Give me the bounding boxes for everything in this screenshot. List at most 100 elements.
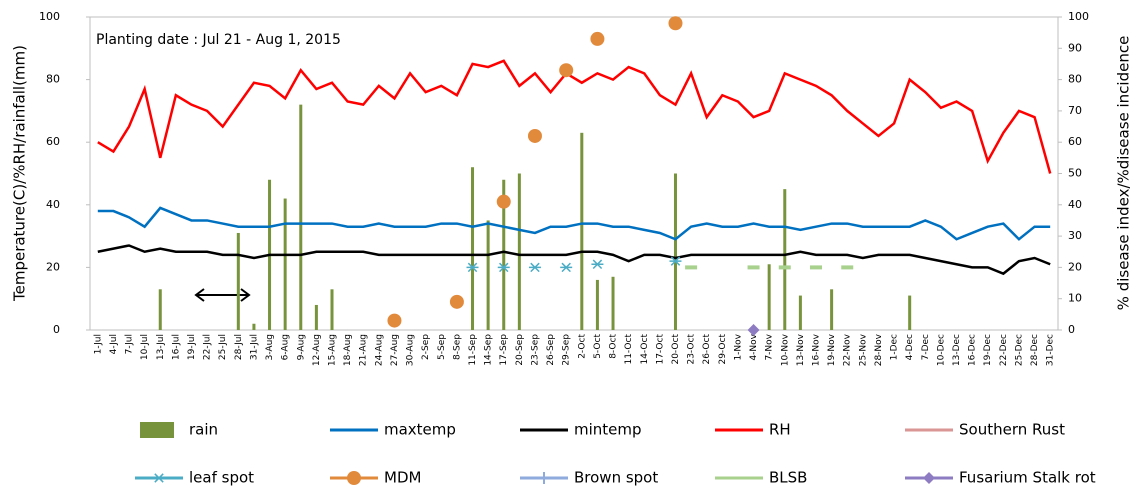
x-tick-label: 31-Dec [1046, 334, 1056, 366]
x-tick-label: 24-Aug [374, 334, 384, 366]
x-tick-label: 25-Jul [218, 334, 228, 360]
rain-bar [830, 289, 834, 330]
x-tick-label: 4-Dec [905, 334, 915, 360]
series-line [97, 59, 1052, 174]
x-tick-label: 17-Oct [655, 334, 665, 365]
marker [496, 194, 511, 209]
y2-tick-label: 20 [1068, 260, 1082, 273]
rain-bar [502, 179, 506, 330]
legend-item: MDM [330, 469, 421, 487]
x-tick-label: 4-Nov [749, 333, 759, 360]
x-tick-label: 26-Sep [546, 334, 556, 366]
legend-item: Brown spot [520, 469, 658, 487]
x-tick-label: 30-Aug [406, 334, 416, 366]
marker [668, 16, 683, 31]
rain-bar [236, 232, 240, 330]
legend-label: Southern Rust [959, 421, 1065, 439]
legend-label: MDM [384, 469, 421, 487]
x-tick-label: 6-Aug [281, 334, 291, 360]
y2-tick-label: 50 [1068, 167, 1082, 180]
x-tick-label: 28-Dec [1030, 334, 1040, 366]
x-tick-label: 16-Nov [812, 333, 822, 366]
x-tick-label: 3-Aug [265, 334, 275, 360]
x-tick-label: 15-Aug [328, 334, 338, 366]
x-tick-label: 2-Oct [577, 334, 587, 359]
x-tick-label: 16-Jul [171, 334, 181, 360]
x-tick-label: 8-Sep [452, 334, 462, 360]
rain-bar [471, 167, 475, 330]
x-tick-label: 17-Sep [499, 334, 509, 366]
x-tick-label: 23-Oct [687, 334, 697, 365]
legend-label: leaf spot [189, 469, 254, 487]
x-tick-label: 10-Jul [140, 334, 150, 360]
x-tick-label: 19-Jul [187, 334, 197, 360]
x-tick-label: 18-Aug [343, 334, 353, 366]
x-tick-label: 1-Nov [733, 333, 743, 360]
x-tick-label: 13-Dec [952, 334, 962, 366]
x-tick-label: 14-Oct [640, 334, 650, 365]
x-tick-label: 26-Oct [702, 334, 712, 365]
rain-bar [517, 173, 521, 330]
rain-bar [580, 132, 584, 330]
legend-item: BLSB [715, 469, 807, 487]
x-tick-label: 31-Jul [249, 334, 259, 360]
legend-label: rain [189, 421, 218, 439]
x-tick-label: 29-Oct [718, 334, 728, 365]
marker [591, 259, 604, 270]
marker [590, 31, 605, 46]
x-tick-label: 5-Sep [437, 334, 447, 360]
x-tick-label: 10-Nov [780, 333, 790, 366]
legend-swatch [140, 422, 174, 438]
legend-label: maxtemp [384, 421, 456, 439]
x-tick-label: 23-Sep [530, 334, 540, 366]
legend-label: Fusarium Stalk rot [959, 469, 1096, 487]
x-tick-label: 8-Oct [609, 334, 619, 359]
y2-tick-label: 40 [1068, 198, 1082, 211]
legend-marker [538, 472, 550, 484]
legend-item: rain [140, 421, 218, 439]
rain-bar [330, 289, 334, 330]
x-tick-label: 7-Dec [921, 334, 931, 360]
series-line [97, 206, 1051, 241]
y2-axis-title: % disease index/%disease incidence [1115, 36, 1133, 311]
x-tick-label: 11-Sep [468, 334, 478, 366]
x-tick-label: 2-Sep [421, 334, 431, 360]
legend-label: Brown spot [574, 469, 658, 487]
rain-bar [486, 220, 490, 330]
x-tick-label: 19-Nov [827, 333, 837, 366]
plot-frame [89, 16, 1059, 331]
y-tick-label: 0 [53, 323, 60, 336]
x-tick-label: 13-Jul [156, 334, 166, 360]
x-tick-label: 14-Sep [484, 334, 494, 366]
y2-tick-label: 80 [1068, 73, 1082, 86]
y-axis-title: Temperature(C)/%RH/rainfall(mm) [11, 45, 29, 302]
y2-tick-label: 70 [1068, 104, 1082, 117]
x-tick-label: 1-Dec [890, 334, 900, 360]
rain-bar [611, 276, 615, 330]
x-tick-label: 13-Nov [796, 333, 806, 366]
y2-tick-label: 60 [1068, 135, 1082, 148]
x-tick-label: 16-Dec [968, 334, 978, 366]
marker [528, 262, 541, 273]
legend-item: leaf spot [135, 469, 254, 487]
legend-item: mintemp [520, 421, 642, 439]
y2-tick-label: 0 [1068, 323, 1075, 336]
x-tick-label: 22-Dec [999, 334, 1009, 366]
legend-marker [153, 473, 165, 483]
legend-item: Southern Rust [905, 421, 1065, 439]
x-tick-label: 20-Sep [515, 334, 525, 366]
x-tick-label: 22-Nov [843, 333, 853, 366]
x-tick-label: 5-Oct [593, 334, 603, 359]
x-tick-label: 29-Sep [562, 334, 572, 366]
series-line [97, 244, 1051, 276]
legend-item: RH [715, 421, 791, 439]
y-tick-label: 20 [46, 260, 60, 273]
x-tick-label: 7-Nov [765, 333, 775, 360]
legend-marker [347, 471, 361, 485]
marker [466, 262, 479, 273]
rain-bar [252, 323, 256, 330]
x-tick-label: 25-Dec [1014, 334, 1024, 366]
x-tick-label: 21-Aug [359, 334, 369, 366]
y2-tick-label: 10 [1068, 292, 1082, 305]
x-tick-label: 28-Jul [234, 334, 244, 360]
